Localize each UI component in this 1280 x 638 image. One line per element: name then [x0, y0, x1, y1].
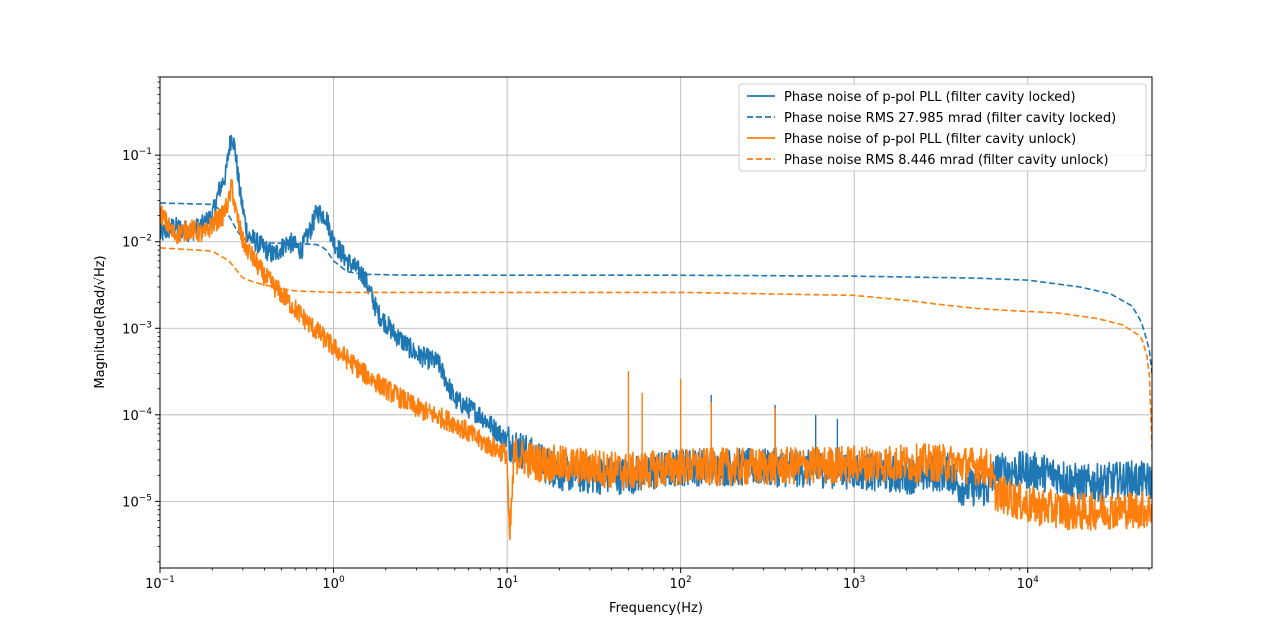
- series-line-4: [160, 247, 1152, 450]
- x-tick-label: 101: [496, 575, 518, 592]
- series-line-2: [160, 202, 1152, 374]
- legend-entry-4: Phase noise RMS 8.446 mrad (filter cavit…: [784, 153, 1109, 168]
- legend-entry-1: Phase noise of p-pol PLL (filter cavity …: [784, 90, 1076, 105]
- y-tick-label: 10−1: [122, 147, 152, 164]
- x-tick-label: 103: [843, 575, 865, 592]
- legend-box: [738, 83, 1147, 172]
- plot-frame: [159, 76, 1153, 569]
- y-tick-label: 10−3: [122, 320, 152, 337]
- series-line-3: [160, 178, 1152, 541]
- x-tick-label: 10−1: [145, 575, 175, 592]
- legend-entry-2: Phase noise RMS 27.985 mrad (filter cavi…: [784, 111, 1116, 126]
- legend-entry-3: Phase noise of p-pol PLL (filter cavity …: [784, 132, 1076, 147]
- y-tick-label: 10−4: [122, 407, 152, 424]
- y-tick-label: 10−5: [122, 493, 152, 510]
- y-tick-label: 10−2: [122, 234, 152, 251]
- axis-ticks: 10−1 100 101 102 103 104 10−5 10−4 10−3 10−2 10−1: [122, 76, 1150, 592]
- x-tick-label: 100: [322, 575, 345, 592]
- x-tick-label: 102: [670, 575, 692, 592]
- x-axis-label: Frequency(Hz): [609, 601, 703, 616]
- x-tick-label: 104: [1017, 575, 1040, 592]
- series-lines: [160, 134, 1152, 541]
- legend: Phase noise of p-pol PLL (filter cavity …: [738, 83, 1147, 172]
- y-axis-label: Magnitude(Rad/√Hz): [93, 255, 108, 388]
